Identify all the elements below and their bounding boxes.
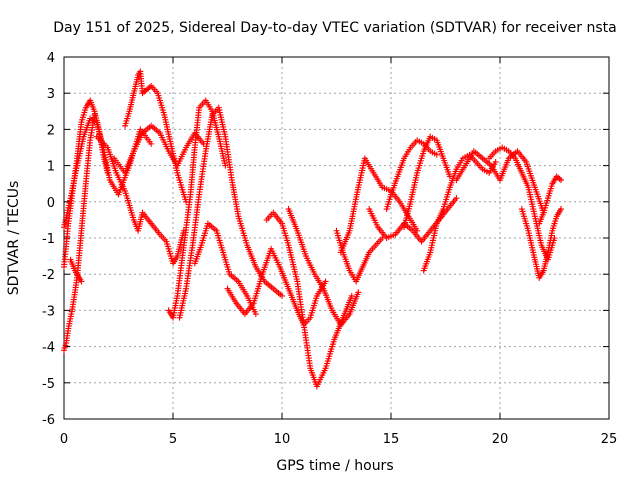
data-point [222,162,229,169]
data-point [91,111,98,118]
series-sat-19 [420,151,499,274]
y-tick-label: -1 [42,232,55,247]
series-sat-05 [93,133,187,267]
y-tick-label: -5 [42,377,55,392]
data-points [61,68,565,390]
series-sat-09 [176,104,285,321]
series-sat-11 [224,245,329,328]
data-point [348,292,355,299]
series-sat-23 [536,173,565,227]
x-tick-label: 25 [601,432,618,447]
y-tick-label: -2 [42,268,55,283]
series-sat-06 [122,68,190,205]
chart-title: Day 151 of 2025, Sidereal Day-to-day VTE… [53,20,616,36]
y-tick-label: -4 [42,341,55,356]
series-sat-22 [518,206,565,281]
data-point [148,140,155,147]
x-tick-label: 0 [60,432,68,447]
data-point [558,177,565,184]
series-sat-20 [453,148,547,216]
axis-ticks: 0 5 10 15 20 25 -6 -5 -4 -3 -2 -1 0 1 2 3 4 [42,51,617,447]
series-sat-03 [67,256,85,285]
data-point [78,278,85,285]
x-tick-label: 10 [274,432,291,447]
series-sat-10 [191,220,259,318]
data-point [252,311,259,318]
series-sat-17 [383,137,440,213]
data-point [279,292,285,299]
y-tick-label: -3 [42,304,55,319]
series-sat-15 [337,155,421,256]
y-axis-label: SDTVAR / TECUs [6,181,22,296]
series-sat-14 [333,227,386,285]
series-sat-04 [61,115,155,231]
series-sat-08 [165,97,229,321]
y-tick-label: 0 [47,196,55,211]
series-sat-02 [61,111,98,354]
x-axis-label: GPS time / hours [276,458,393,474]
data-point [433,151,440,158]
series-sat-12 [263,209,355,390]
y-tick-label: 1 [47,160,55,175]
x-tick-label: 15 [383,432,400,447]
x-tick-label: 20 [492,432,509,447]
y-tick-label: 3 [47,87,55,102]
y-tick-label: -6 [42,413,55,428]
series-sat-18 [401,133,453,231]
x-tick-label: 5 [169,432,177,447]
y-tick-label: 4 [47,51,55,66]
data-point [322,278,329,285]
y-tick-label: 2 [47,123,55,138]
data-point [355,289,362,296]
data-point [492,158,499,165]
data-point [558,206,565,213]
series-sat-13 [285,206,362,328]
data-point [453,195,460,202]
